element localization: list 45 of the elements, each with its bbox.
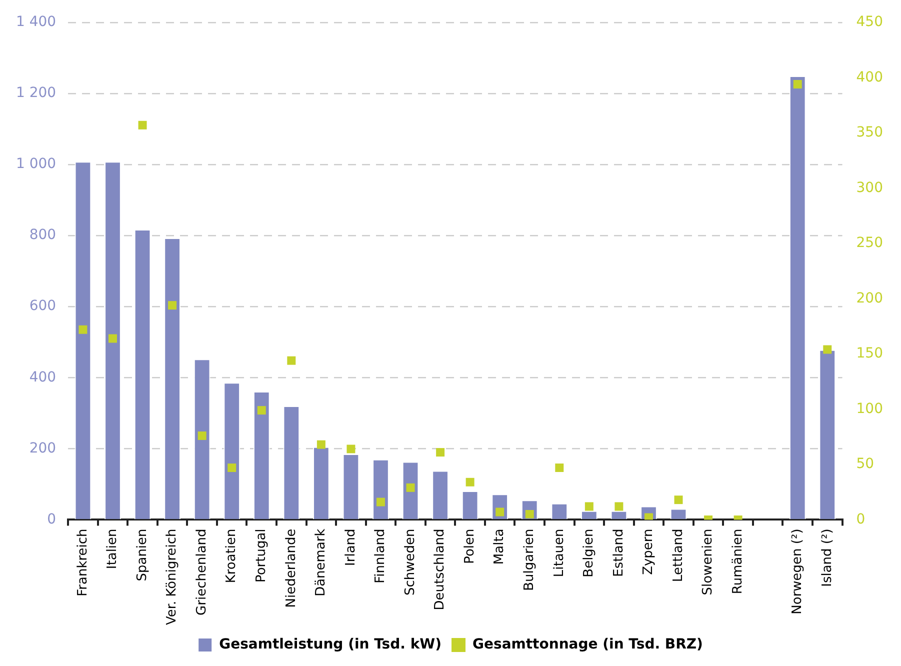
x-tick-label: Deutschland	[432, 528, 448, 610]
y2-tick-label: 200	[856, 290, 884, 306]
x-tick-label: Slowenien	[700, 528, 716, 596]
y2-tick-label: 150	[856, 346, 884, 362]
x-tick-label: Estland	[611, 528, 626, 577]
x-tick-label: Ver. Königreich	[164, 528, 180, 626]
x-tick-label: Malta	[492, 528, 508, 565]
x-tick-label: Island (²)	[820, 528, 835, 587]
y-tick-label: 200	[29, 440, 56, 456]
x-tick-label: Litauen	[552, 528, 567, 578]
x-tick-label: Bulgarien	[522, 528, 537, 591]
x-tick-label: Kroatien	[224, 528, 240, 584]
y-tick-label: 1 400	[16, 14, 56, 30]
y2-tick-label: 450	[856, 14, 884, 30]
legend-label: Gesamttonnage (in Tsd. BRZ)	[472, 636, 703, 653]
x-tick-label: Frankreich	[75, 528, 90, 596]
legend-label: Gesamtleistung (in Tsd. kW)	[219, 636, 442, 653]
x-tick-label: Portugal	[254, 528, 270, 583]
y2-tick-label: 400	[856, 69, 884, 86]
y-tick-label: 1 200	[16, 85, 56, 102]
y2-tick-label: 250	[856, 235, 884, 252]
y2-tick-label: 50	[856, 456, 874, 472]
x-tick-label: Norwegen (²)	[790, 528, 805, 614]
x-tick-label: Schweden	[402, 528, 418, 596]
x-tick-label: Finnland	[373, 528, 388, 584]
x-tick-label: Niederlande	[284, 528, 299, 608]
y-tick-label: 400	[29, 369, 56, 386]
y2-tick-label: 350	[856, 124, 884, 141]
x-tick-label: Dänemark	[314, 528, 329, 596]
y2-tick-label: 0	[856, 511, 866, 528]
x-tick-label: Zypern	[641, 528, 656, 575]
x-tick-label: Spanien	[134, 528, 150, 582]
y-tick-label: 800	[29, 227, 56, 244]
x-tick-label: Italien	[105, 528, 120, 570]
x-tick-label: Lettland	[670, 528, 686, 582]
y-tick-label: 600	[29, 298, 56, 314]
y-tick-label: 1 000	[16, 156, 56, 172]
y-tick-label: 0	[47, 511, 56, 528]
x-tick-label: Irland	[343, 528, 358, 566]
y2-tick-label: 300	[856, 180, 884, 196]
x-tick-label: Belgien	[582, 528, 597, 578]
y2-tick-label: 100	[856, 400, 884, 417]
x-tick-label: Griechenland	[194, 528, 210, 616]
x-tick-label: Rumänien	[730, 528, 746, 594]
x-tick-label: Polen	[462, 528, 478, 564]
